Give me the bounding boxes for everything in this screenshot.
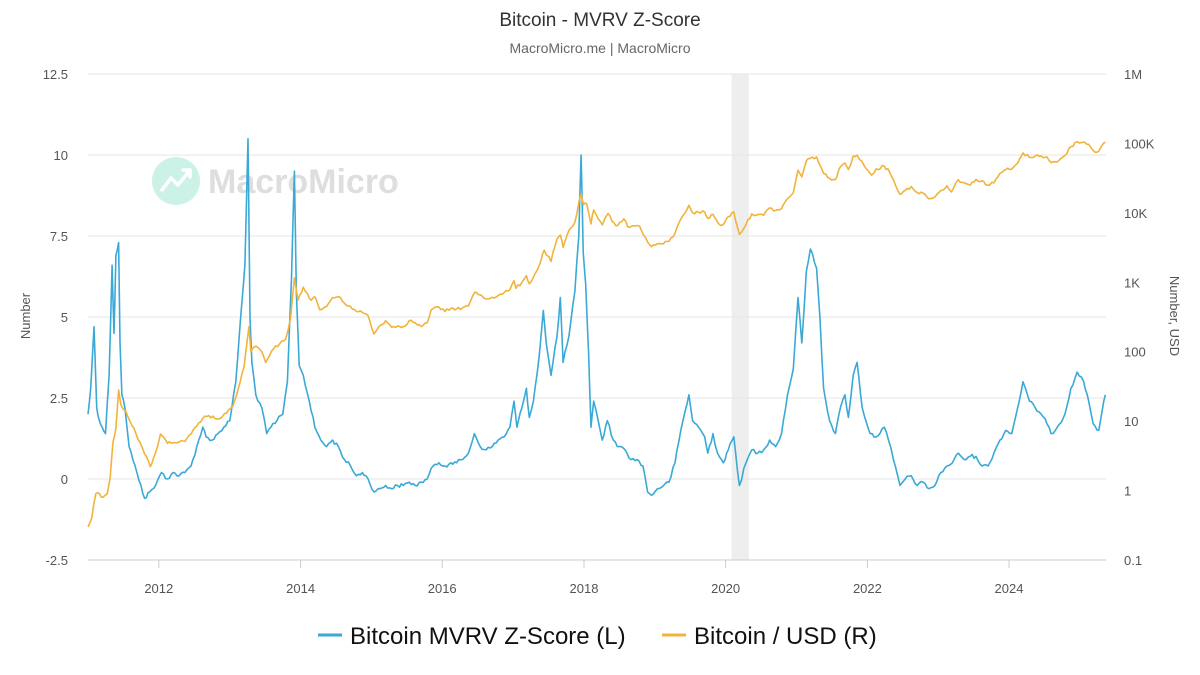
- y-left-tick-label: 5: [61, 310, 68, 325]
- x-tick-label: 2018: [570, 581, 599, 596]
- y-right-tick-label: 1M: [1124, 67, 1142, 82]
- x-tick-label: 2022: [853, 581, 882, 596]
- y-left-tick-label: 2.5: [50, 391, 68, 406]
- series-lines: [87, 138, 1107, 528]
- x-tick-label: 2024: [995, 581, 1024, 596]
- x-tick-label: 2012: [144, 581, 173, 596]
- y-left-tick-label: 10: [54, 148, 68, 163]
- y-right-tick-label: 1K: [1124, 275, 1140, 290]
- y-left-tick-label: 12.5: [43, 67, 68, 82]
- series-line-price: [87, 140, 1106, 528]
- watermark-text: MacroMicro: [208, 163, 399, 201]
- y-left-tick-label: 0: [61, 472, 68, 487]
- y-right-tick-label: 0.1: [1124, 553, 1142, 568]
- x-tick-label: 2020: [711, 581, 740, 596]
- watermark-logo-icon: [152, 157, 200, 205]
- legend-item-zscore[interactable]: Bitcoin MVRV Z-Score (L): [318, 623, 626, 650]
- y-right-ticks: 0.1 1 10 100 1K 10K 100K 1M: [1124, 67, 1155, 568]
- y-right-tick-label: 10K: [1124, 206, 1147, 221]
- y-right-tick-label: 10: [1124, 414, 1138, 429]
- x-tick-label: 2016: [428, 581, 457, 596]
- y-axis-left-label: Number: [18, 292, 33, 339]
- legend-item-price[interactable]: Bitcoin / USD (R): [662, 623, 877, 650]
- x-tick-label: 2014: [286, 581, 315, 596]
- chart-subtitle: MacroMicro.me | MacroMicro: [510, 40, 691, 56]
- y-right-tick-label: 1: [1124, 484, 1131, 499]
- chart-title: Bitcoin - MVRV Z-Score: [499, 10, 700, 31]
- x-ticks: 2012 2014 2016 2018 2020 2022 2024: [88, 559, 1106, 596]
- y-right-tick-label: 100: [1124, 345, 1146, 360]
- y-left-tick-label: 7.5: [50, 229, 68, 244]
- y-right-tick-label: 100K: [1124, 136, 1155, 151]
- legend-label-price: Bitcoin / USD (R): [694, 623, 877, 650]
- y-left-ticks: -2.5 0 2.5 5 7.5 10 12.5: [43, 67, 68, 568]
- legend-label-zscore: Bitcoin MVRV Z-Score (L): [350, 623, 626, 650]
- watermark: MacroMicro: [152, 157, 399, 205]
- legend: Bitcoin MVRV Z-Score (L) Bitcoin / USD (…: [318, 623, 877, 650]
- series-line-zscore: [87, 138, 1107, 500]
- y-axis-right-label: Number, USD: [1167, 276, 1182, 356]
- y-left-tick-label: -2.5: [46, 553, 68, 568]
